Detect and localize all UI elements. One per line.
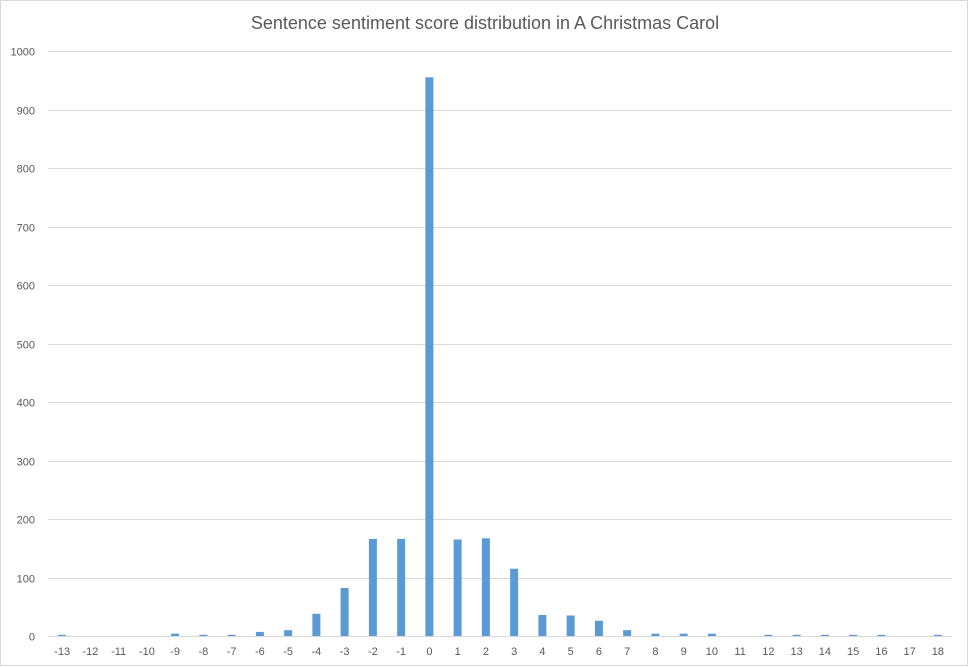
bar-4 <box>538 614 547 636</box>
bar-18 <box>933 634 942 636</box>
x-tick-label: -10 <box>139 646 155 658</box>
bar-0 <box>425 77 434 636</box>
bar-9 <box>679 633 688 636</box>
x-tick-label: -1 <box>396 646 406 658</box>
x-tick-label: -12 <box>82 646 98 658</box>
bar-2 <box>481 538 490 636</box>
bar--8 <box>199 634 208 636</box>
bar--6 <box>255 631 264 636</box>
bar-3 <box>510 568 519 636</box>
chart-title: Sentence sentiment score distribution in… <box>250 13 720 33</box>
bar--2 <box>368 538 377 636</box>
x-tick-label: -2 <box>368 646 378 658</box>
x-tick-label: 13 <box>791 646 803 658</box>
bar-14 <box>820 634 829 636</box>
x-tick-label: 3 <box>511 646 517 658</box>
x-tick-label: 8 <box>652 646 658 658</box>
x-tick-label: 0 <box>426 646 432 658</box>
x-tick-label: 6 <box>596 646 602 658</box>
x-tick-label: 11 <box>734 646 745 658</box>
x-tick-label: 10 <box>706 646 718 658</box>
x-tick-label: 5 <box>568 646 574 658</box>
y-tick-label: 900 <box>17 106 35 118</box>
bar-15 <box>849 634 858 636</box>
bar--5 <box>284 630 293 636</box>
bar--4 <box>312 613 321 636</box>
y-tick-label: 800 <box>17 164 35 176</box>
x-tick-label: 15 <box>847 646 859 658</box>
x-tick-label: -3 <box>340 646 350 658</box>
y-tick-label: 600 <box>17 281 35 293</box>
grid-lines <box>48 51 952 637</box>
bar-8 <box>651 633 660 636</box>
bar--9 <box>171 633 180 636</box>
y-tick-label: 0 <box>29 632 35 644</box>
x-tick-label: -5 <box>283 646 293 658</box>
y-tick-label: 300 <box>17 457 35 469</box>
y-tick-label: 200 <box>17 515 35 527</box>
x-tick-label: -11 <box>111 646 126 658</box>
y-tick-label: 1000 <box>11 47 35 59</box>
x-tick-label: -9 <box>170 646 180 658</box>
y-tick-label: 400 <box>17 398 35 410</box>
bar--13 <box>58 634 67 636</box>
bar-16 <box>877 634 886 636</box>
x-tick-label: 18 <box>932 646 944 658</box>
bar--7 <box>227 634 236 636</box>
x-tick-label: -4 <box>311 646 321 658</box>
bar-5 <box>566 615 575 636</box>
bar--3 <box>340 588 349 636</box>
x-axis-ticks: -13 -12 -11 -10 -9 -8 -7 -6 -5 -4 -3 -2 -1 0 1 2 3 4 5 6 7 8 9… <box>54 646 944 658</box>
bar--1 <box>397 538 406 636</box>
bar-10 <box>707 633 716 636</box>
bar-6 <box>594 620 603 636</box>
bars <box>58 77 942 636</box>
y-axis-ticks: 0 100 200 300 400 500 600 700 800 900 1000 <box>11 47 35 644</box>
x-tick-label: 9 <box>681 646 687 658</box>
bar-7 <box>623 630 632 636</box>
x-tick-label: 1 <box>455 646 461 658</box>
bar-1 <box>453 539 462 636</box>
x-tick-label: 7 <box>624 646 630 658</box>
x-tick-label: 16 <box>875 646 887 658</box>
x-tick-label: -6 <box>255 646 265 658</box>
bar-12 <box>764 634 773 636</box>
x-tick-label: 4 <box>539 646 545 658</box>
x-tick-label: 2 <box>483 646 489 658</box>
bar-13 <box>792 634 801 636</box>
x-tick-label: 17 <box>904 646 916 658</box>
x-tick-label: 12 <box>762 646 774 658</box>
x-tick-label: -7 <box>227 646 237 658</box>
y-tick-label: 700 <box>17 223 35 235</box>
x-tick-label: -8 <box>198 646 208 658</box>
x-tick-label: 14 <box>819 646 831 658</box>
y-tick-label: 100 <box>17 574 35 586</box>
x-tick-label: -13 <box>54 646 70 658</box>
y-tick-label: 500 <box>17 340 35 352</box>
